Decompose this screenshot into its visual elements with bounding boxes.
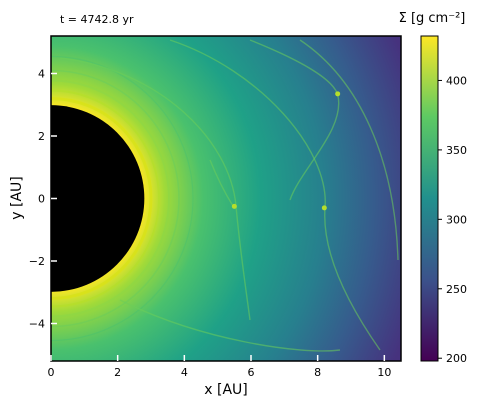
spiral-arm: [209, 159, 234, 207]
spiral-arm: [169, 39, 381, 351]
x-tick-label: 2: [114, 366, 121, 379]
x-axis-ticks: 0 2 4 6 8 10: [48, 355, 391, 379]
planets: [231, 91, 341, 211]
y-tick-label: −4: [29, 318, 45, 331]
central-hole: [51, 105, 145, 292]
x-tick-label: 8: [314, 366, 321, 379]
density-map: [51, 36, 401, 361]
planet-marker: [335, 91, 341, 97]
y-tick-label: 4: [38, 68, 45, 81]
y-tick-label: 2: [38, 130, 45, 143]
density-ring: [51, 69, 180, 328]
density-ring: [51, 89, 160, 308]
planet-marker: [321, 205, 327, 211]
colorbar-tick-label: 250: [446, 283, 467, 296]
spiral-arms: [51, 39, 399, 352]
density-ring: [51, 79, 170, 318]
spiral-arm: [119, 299, 341, 352]
colorbar-tick-label: 400: [446, 74, 467, 87]
y-tick-label: −2: [29, 255, 45, 268]
spiral-arm: [59, 57, 251, 321]
density-ring: [51, 55, 194, 342]
spiral-arm: [299, 39, 399, 261]
x-tick-label: 6: [248, 366, 255, 379]
x-axis-label: x [AU]: [204, 382, 247, 398]
y-axis-label: y [AU]: [9, 176, 25, 219]
density-ring: [51, 97, 153, 300]
colorbar-tick-label: 350: [446, 144, 467, 157]
y-tick-label: 0: [38, 193, 45, 206]
colorbar-label: Σ [g cm⁻²]: [399, 11, 466, 26]
colorbar-ticks: 200 250 300 350 400: [438, 74, 467, 365]
y-axis-ticks: −4 −2 0 2 4: [29, 68, 57, 331]
planet-marker: [231, 203, 237, 209]
colorbar: [420, 35, 439, 362]
colorbar-tick-label: 300: [446, 213, 467, 226]
x-tick-label: 10: [377, 366, 391, 379]
chart-title: t = 4742.8 yr: [60, 13, 134, 26]
x-tick-label: 0: [48, 366, 55, 379]
x-tick-label: 4: [181, 366, 188, 379]
colorbar-tick-label: 200: [446, 352, 467, 365]
